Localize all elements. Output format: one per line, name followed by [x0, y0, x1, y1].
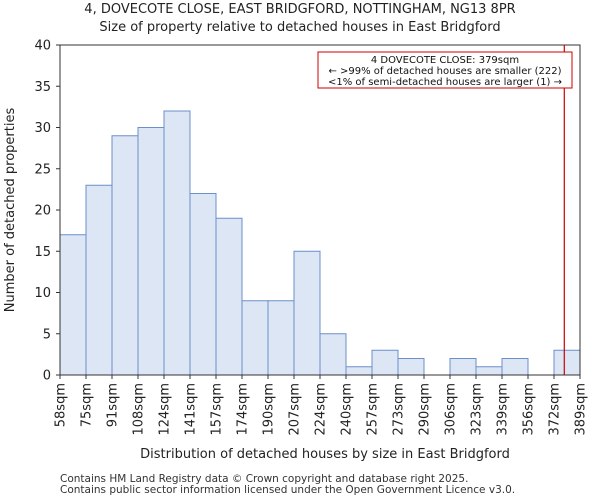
bar-257sqm — [371, 349, 399, 376]
bar-323sqm — [475, 366, 503, 376]
x-tick-label: 356sqm — [522, 383, 537, 436]
chart-subtitle: Size of property relative to detached ho… — [99, 20, 501, 35]
annotation-line1: 4 DOVECOTE CLOSE: 379sqm — [371, 55, 519, 66]
bar-224sqm — [319, 333, 347, 376]
bar-339sqm — [501, 358, 529, 376]
x-tick-label: 157sqm — [210, 383, 225, 436]
y-axis-label: Number of detached properties — [3, 108, 18, 313]
annotation-box — [317, 51, 573, 89]
bar-306sqm — [449, 358, 477, 376]
annotation-line3: <1% of semi-detached houses are larger (… — [328, 77, 562, 88]
x-tick-label: 389sqm — [574, 383, 589, 436]
x-tick-label: 290sqm — [418, 383, 433, 436]
bar-207sqm — [293, 250, 321, 376]
bar-91sqm — [111, 135, 139, 376]
footer-line-2: Contains public sector information licen… — [60, 484, 516, 496]
bar-174sqm — [241, 300, 269, 376]
x-tick-label: 174sqm — [236, 383, 251, 436]
bar-108sqm — [137, 127, 165, 376]
x-tick-label: 257sqm — [366, 383, 381, 436]
x-tick-label: 224sqm — [314, 383, 329, 436]
x-tick-label: 75sqm — [80, 383, 95, 427]
x-tick-label: 323sqm — [470, 383, 485, 436]
bar-124sqm — [163, 110, 191, 376]
x-tick-label: 58sqm — [54, 383, 69, 427]
x-tick-label: 108sqm — [132, 383, 147, 436]
y-tick-label: 30 — [34, 121, 51, 136]
x-tick-label: 190sqm — [262, 383, 277, 436]
y-tick-label: 0 — [43, 369, 51, 384]
y-tick-label: 35 — [34, 80, 51, 95]
bar-190sqm — [267, 300, 295, 376]
y-tick-label: 5 — [43, 327, 51, 342]
y-tick-label: 40 — [34, 39, 51, 54]
annotation-line2: ← >99% of detached houses are smaller (2… — [328, 66, 561, 77]
y-tick-label: 25 — [34, 162, 51, 177]
x-tick-label: 306sqm — [444, 383, 459, 436]
x-tick-label: 207sqm — [288, 383, 303, 436]
bar-372sqm — [553, 349, 581, 376]
x-tick-label: 339sqm — [496, 383, 511, 436]
bar-273sqm — [397, 358, 425, 376]
y-tick-label: 10 — [34, 286, 51, 301]
chart-title: 4, DOVECOTE CLOSE, EAST BRIDGFORD, NOTTI… — [84, 2, 516, 17]
bar-240sqm — [345, 366, 373, 376]
y-tick-label: 15 — [34, 245, 51, 260]
x-axis-label: Distribution of detached houses by size … — [140, 447, 510, 462]
x-tick-label: 240sqm — [340, 383, 355, 436]
bar-75sqm — [85, 184, 113, 376]
x-tick-label: 141sqm — [184, 383, 199, 436]
bar-157sqm — [215, 217, 243, 376]
x-tick-label: 91sqm — [106, 383, 121, 427]
x-tick-label: 273sqm — [392, 383, 407, 436]
footer-line-1: Contains HM Land Registry data © Crown c… — [60, 473, 469, 485]
bar-58sqm — [59, 234, 87, 376]
x-tick-label: 372sqm — [548, 383, 563, 436]
bar-141sqm — [189, 193, 217, 376]
y-tick-label: 20 — [34, 204, 51, 219]
x-tick-label: 124sqm — [158, 383, 173, 436]
